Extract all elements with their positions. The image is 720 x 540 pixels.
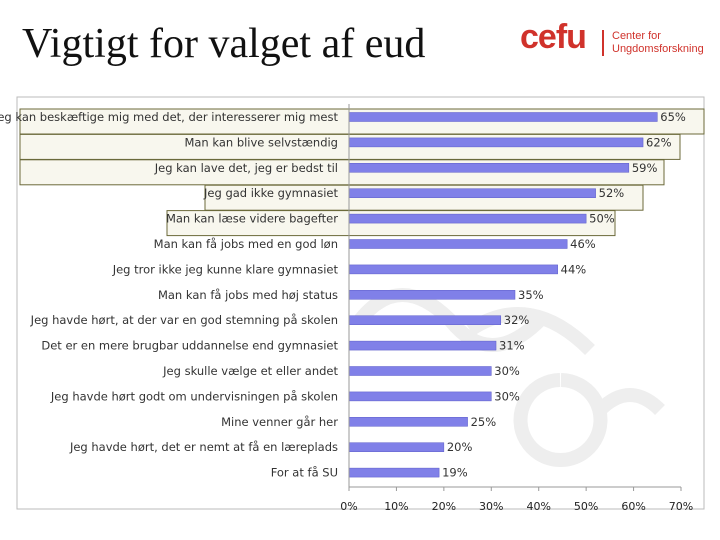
category-label: Jeg gad ikke gymnasiet xyxy=(203,186,338,200)
value-label: 62% xyxy=(646,135,672,149)
category-label: Det er en mere brugbar uddannelse end gy… xyxy=(41,339,338,353)
value-label: 59% xyxy=(632,161,658,175)
category-label: Man kan få jobs med en god løn xyxy=(154,237,338,251)
bar xyxy=(348,417,468,427)
category-label: Man kan blive selvstændig xyxy=(184,135,338,149)
value-label: 44% xyxy=(561,262,587,276)
bar xyxy=(348,442,445,452)
bar xyxy=(348,264,558,275)
x-tick-label: 20% xyxy=(432,500,456,513)
value-label: 65% xyxy=(660,110,686,124)
x-tick-label: 70% xyxy=(669,500,693,513)
value-label: 31% xyxy=(499,339,525,353)
logo-divider xyxy=(602,30,604,56)
logo-tagline: Center for Ungdomsforskning xyxy=(612,30,704,56)
category-label: Jeg havde hørt, at der var en god stemni… xyxy=(30,313,338,327)
category-label: Jeg kan beskæftige mig med det, der inte… xyxy=(0,110,338,124)
bar xyxy=(348,239,568,249)
x-tick-label: 40% xyxy=(526,500,550,513)
value-label: 20% xyxy=(447,440,473,454)
category-label: Man kan få jobs med høj status xyxy=(158,288,338,302)
category-label: Mine venner går her xyxy=(221,415,338,429)
bar xyxy=(348,315,502,325)
bar xyxy=(348,391,492,402)
x-tick-label: 60% xyxy=(621,500,645,513)
category-label: Jeg skulle vælge et eller andet xyxy=(162,364,338,378)
chart-frame xyxy=(16,96,705,510)
value-label: 50% xyxy=(589,212,615,226)
value-label: 25% xyxy=(471,415,497,429)
bar xyxy=(348,137,644,148)
x-tick-label: 10% xyxy=(384,500,408,513)
value-label: 52% xyxy=(599,186,625,200)
bar xyxy=(348,290,516,300)
x-tick-label: 50% xyxy=(574,500,598,513)
bar xyxy=(348,112,658,122)
logo-tagline-line2: Ungdomsforskning xyxy=(612,43,704,55)
bar xyxy=(348,366,492,376)
logo-tagline-line1: Center for xyxy=(612,30,661,42)
category-label: Jeg kan lave det, jeg er bedst til xyxy=(154,161,338,175)
bar xyxy=(348,213,587,224)
bar xyxy=(348,340,497,351)
value-label: 30% xyxy=(494,389,520,403)
category-label: Jeg tror ikke jeg kunne klare gymnasiet xyxy=(112,262,339,276)
category-label: For at få SU xyxy=(271,466,338,480)
cefu-logo: cefu Center for Ungdomsforskning xyxy=(520,18,710,64)
value-label: 19% xyxy=(442,466,468,480)
x-tick-label: 30% xyxy=(479,500,503,513)
category-label: Jeg havde hørt, det er nemt at få en lær… xyxy=(69,440,338,454)
value-label: 46% xyxy=(570,237,596,251)
slide-title: Vigtigt for valget af eud xyxy=(22,21,426,67)
x-tick-label: 0% xyxy=(340,500,357,513)
bar xyxy=(348,188,596,198)
value-label: 30% xyxy=(494,364,520,378)
category-label: Jeg havde hørt godt om undervisningen på… xyxy=(50,389,338,403)
bar xyxy=(348,163,630,173)
value-label: 35% xyxy=(518,288,544,302)
bar xyxy=(348,467,440,478)
value-label: 32% xyxy=(504,313,530,327)
category-label: Man kan læse videre bagefter xyxy=(166,212,338,226)
logo-wordmark: cefu xyxy=(520,18,587,56)
